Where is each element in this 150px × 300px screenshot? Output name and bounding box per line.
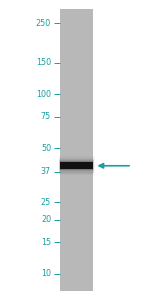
Text: 75: 75: [41, 112, 51, 122]
Bar: [60, 9, 93, 291]
Bar: [60, 163, 93, 169]
Text: 250: 250: [36, 19, 51, 28]
Text: 50: 50: [41, 144, 51, 153]
Bar: [59, 159, 94, 173]
Text: 15: 15: [41, 238, 51, 247]
Text: 150: 150: [36, 58, 51, 68]
Bar: [60, 161, 93, 170]
Bar: [59, 158, 94, 174]
Text: 25: 25: [41, 198, 51, 207]
Text: 37: 37: [41, 167, 51, 176]
Bar: [59, 160, 94, 172]
Bar: [58, 157, 94, 175]
Text: 20: 20: [41, 215, 51, 224]
Text: 10: 10: [41, 269, 51, 278]
Text: 100: 100: [36, 90, 51, 99]
